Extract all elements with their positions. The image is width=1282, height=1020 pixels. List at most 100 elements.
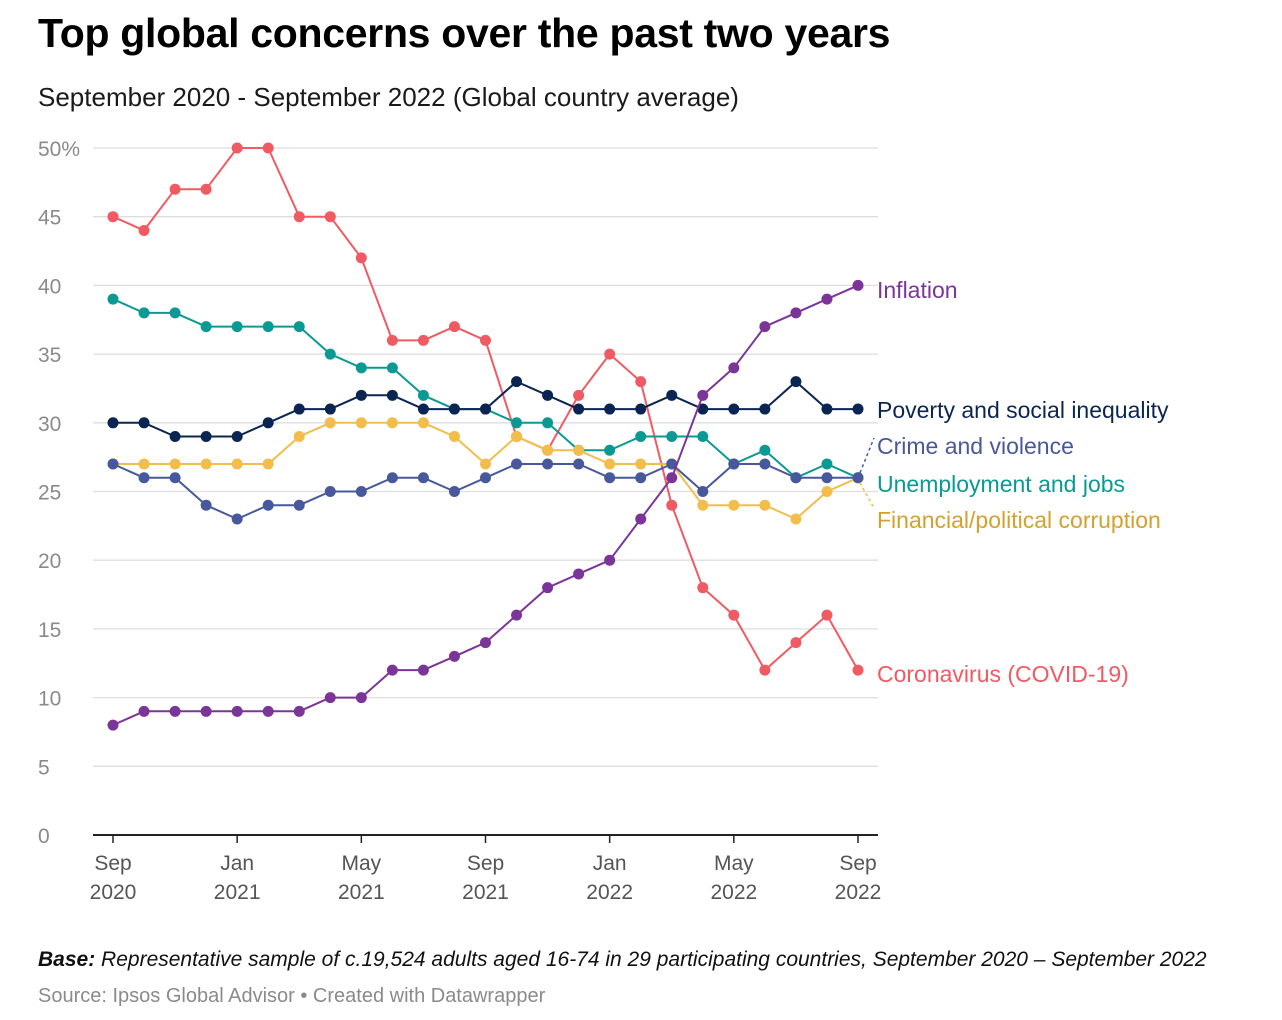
data-point <box>821 609 833 621</box>
data-point <box>417 472 429 484</box>
y-tick-label: 15 <box>38 619 61 642</box>
data-point <box>293 499 305 511</box>
data-point <box>759 664 771 676</box>
data-point <box>790 472 802 484</box>
data-point <box>604 403 616 415</box>
data-point <box>635 458 647 470</box>
y-tick-label: 10 <box>38 688 61 711</box>
data-point <box>386 334 398 346</box>
data-point <box>635 513 647 525</box>
data-point <box>759 499 771 511</box>
data-point <box>666 472 678 484</box>
data-point <box>324 486 336 497</box>
data-point <box>728 403 740 415</box>
data-point <box>666 458 678 470</box>
y-tick-label: 40 <box>38 275 61 298</box>
data-point <box>231 513 243 525</box>
data-point <box>511 376 523 388</box>
series-label: Crime and violence <box>877 433 1074 459</box>
data-point <box>355 486 367 497</box>
x-tick-label: Sep <box>94 852 131 875</box>
data-point <box>728 499 740 511</box>
data-point <box>821 403 833 415</box>
data-point <box>200 499 212 511</box>
series-label: Inflation <box>877 277 958 303</box>
data-point <box>417 389 429 401</box>
data-point <box>262 142 274 154</box>
data-point <box>448 403 460 415</box>
x-tick-label: 2021 <box>214 881 261 904</box>
data-point <box>169 458 181 470</box>
data-point <box>386 389 398 401</box>
data-point <box>790 376 802 388</box>
data-point <box>573 568 585 580</box>
data-point <box>604 348 616 360</box>
data-point <box>231 705 243 717</box>
data-point <box>417 334 429 346</box>
y-tick-label: 0 <box>38 825 50 848</box>
data-point <box>480 458 491 470</box>
data-point <box>107 458 119 470</box>
data-point <box>138 224 150 236</box>
data-point <box>759 458 771 470</box>
data-point <box>417 417 429 429</box>
data-point <box>573 444 585 456</box>
data-point <box>293 431 305 443</box>
data-point <box>604 458 616 470</box>
data-point <box>821 486 833 497</box>
data-point <box>262 417 274 429</box>
data-point <box>542 417 554 429</box>
data-point <box>386 362 398 374</box>
data-point <box>759 403 771 415</box>
data-point <box>200 458 212 470</box>
data-point <box>355 362 367 374</box>
data-point <box>293 211 305 223</box>
data-point <box>635 376 647 388</box>
data-point <box>200 431 212 443</box>
data-point <box>635 472 647 484</box>
line-chart: 0 5 10 15 20 25 30 35 40 45 50% Sep 2020 Jan 2021 May 20… <box>38 138 1169 904</box>
data-point <box>852 279 864 291</box>
data-point <box>790 307 802 319</box>
data-point <box>448 321 460 333</box>
data-point <box>821 458 833 470</box>
data-point <box>231 431 243 443</box>
data-point <box>231 142 243 154</box>
data-point <box>169 431 181 443</box>
y-tick-label: 45 <box>38 207 61 230</box>
data-point <box>604 444 616 456</box>
data-point <box>790 513 802 525</box>
data-point <box>386 472 398 484</box>
data-point <box>324 417 336 429</box>
data-point <box>355 252 367 264</box>
data-point <box>448 650 460 662</box>
data-point <box>324 348 336 360</box>
data-point <box>262 705 274 717</box>
x-tick-label: Jan <box>593 852 627 875</box>
series-label: Financial/political corruption <box>877 507 1161 533</box>
data-point <box>169 472 181 484</box>
data-point <box>852 472 864 484</box>
data-point <box>138 307 150 319</box>
label-leader-line <box>859 482 875 509</box>
data-point <box>231 321 243 333</box>
data-point <box>386 417 398 429</box>
data-point <box>355 692 367 704</box>
data-point <box>573 403 585 415</box>
data-point <box>107 293 119 305</box>
data-point <box>262 458 274 470</box>
x-tick-label: Sep <box>467 852 504 875</box>
data-point <box>511 458 523 470</box>
data-point <box>542 444 554 456</box>
data-point <box>790 637 802 649</box>
y-tick-label: 30 <box>38 413 61 436</box>
chart-subtitle: September 2020 - September 2022 (Global … <box>38 82 739 112</box>
data-point <box>138 458 150 470</box>
x-tick-label: May <box>714 852 754 875</box>
data-point <box>542 458 554 470</box>
base-note: Base: Representative sample of c.19,524 … <box>38 948 1207 972</box>
data-point <box>697 389 709 401</box>
data-point <box>542 389 554 401</box>
data-point <box>448 431 460 443</box>
data-point <box>759 444 771 456</box>
